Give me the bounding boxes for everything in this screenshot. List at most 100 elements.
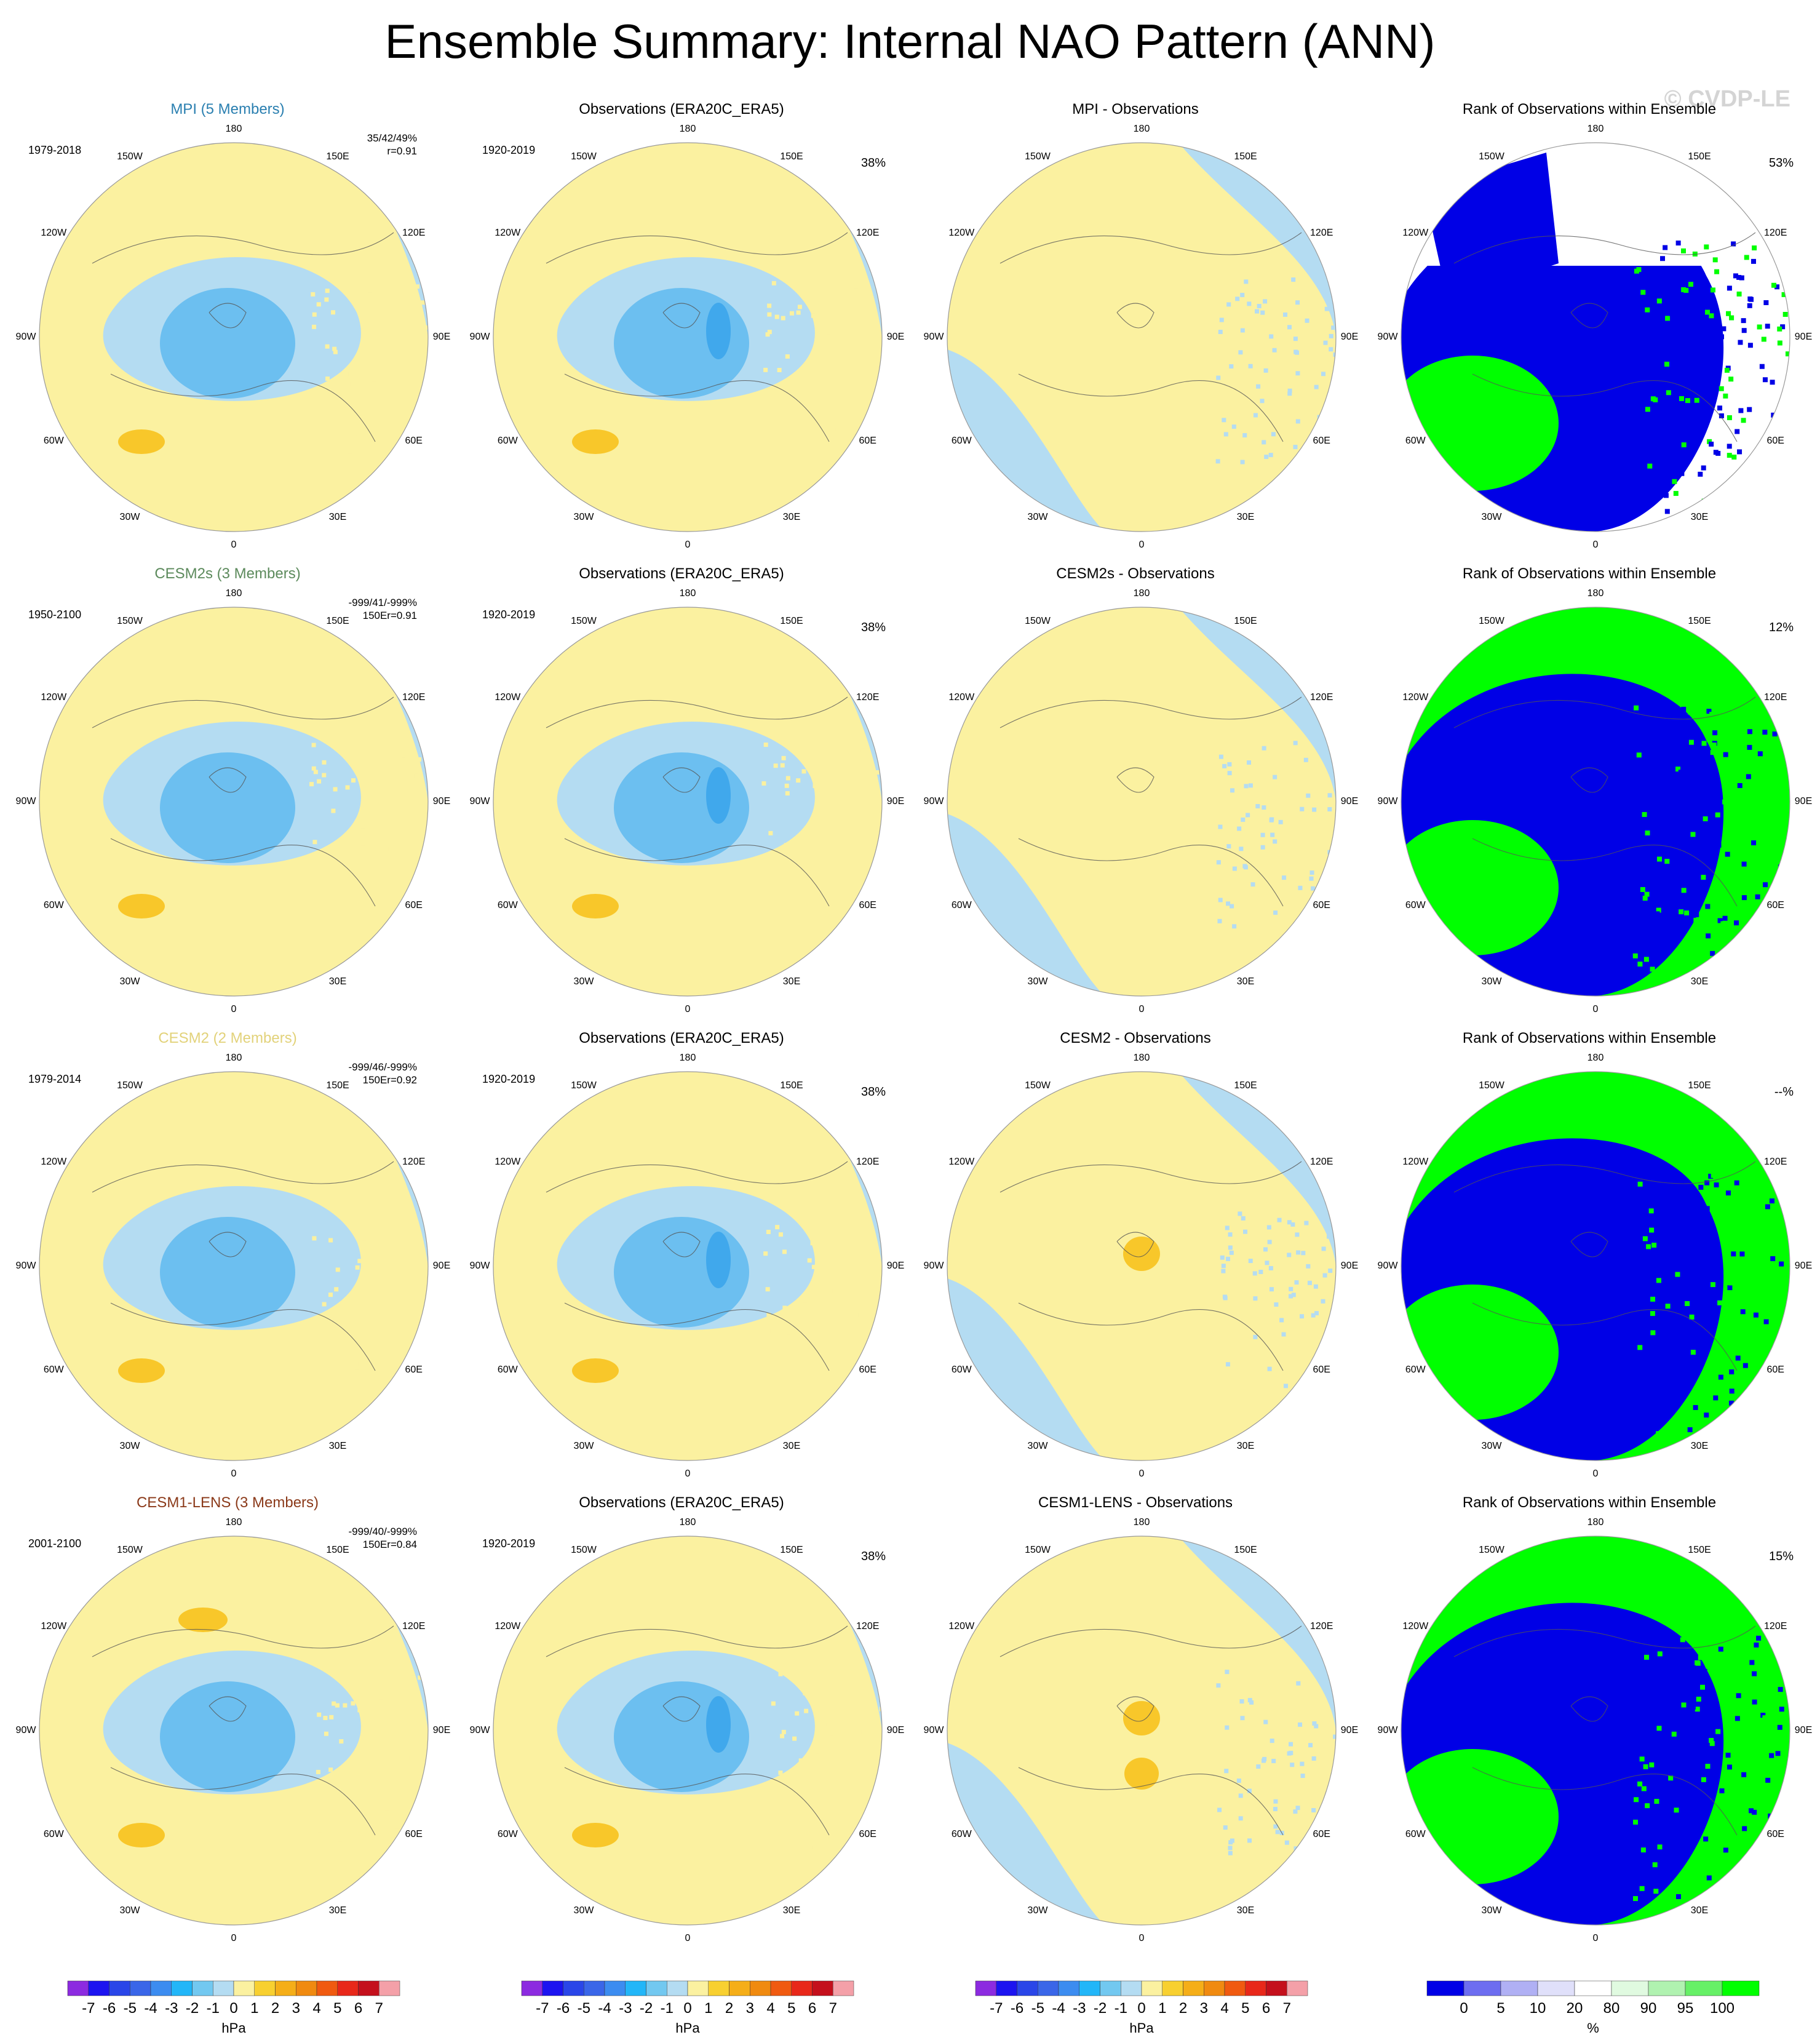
colorbar-swatch (1463, 1980, 1501, 1996)
colorbar-swatch (275, 1980, 296, 1996)
colorbar-swatch (1183, 1980, 1204, 1996)
longitude-label: 150E (1234, 616, 1257, 627)
colorbar-tick-label: 100 (1710, 2000, 1735, 2017)
colorbar-tick-label: 0 (229, 2000, 237, 2017)
longitude-label: 180 (1587, 588, 1604, 599)
longitude-label: 120E (1764, 692, 1787, 703)
colorbar-tick-label: -4 (144, 2000, 157, 2017)
colorbar-swatch (604, 1980, 626, 1996)
colorbar-swatch (975, 1980, 996, 1996)
longitude-label: 180 (1133, 124, 1150, 134)
colorbar-swatch (687, 1980, 709, 1996)
longitude-label: 150W (1025, 616, 1051, 627)
colorbar-swatch (1224, 1980, 1246, 1996)
longitude-label: 120W (495, 228, 521, 238)
longitude-label: 60E (1766, 436, 1784, 446)
polar-map (1401, 1536, 1790, 1926)
longitude-label: 180 (1587, 1053, 1604, 1063)
longitude-label: 30E (328, 1440, 347, 1451)
longitude-label: 180 (225, 1517, 242, 1528)
map-panel-obs: Observations (ERA20C_ERA5) 1920-2019 38% 18… (454, 92, 909, 557)
polar-map (493, 142, 883, 532)
panel-title: MPI (5 Members) (170, 101, 285, 118)
longitude-label: 180 (679, 1053, 696, 1063)
colorbar-tick-label: 80 (1603, 2000, 1620, 2017)
colorbar-tick-label: -7 (536, 2000, 549, 2017)
colorbar-swatch (625, 1980, 646, 1996)
main-title: Ensemble Summary: Internal NAO Pattern (… (384, 14, 1436, 68)
longitude-label: 150E (1234, 1545, 1257, 1556)
colorbar-swatch (563, 1980, 584, 1996)
colorbar-obs: -7 -6 -5 -4 -3 -2 -1 0 1 2 3 4 5 6 7 hPa (515, 1978, 860, 2040)
longitude-label: 120E (856, 692, 880, 703)
longitude-label: 90W (1377, 796, 1398, 807)
longitude-label: 150E (1234, 1080, 1257, 1091)
map-panel-model: CESM2 (2 Members) 1979-2014 -999/46/-999% 1… (0, 1021, 455, 1486)
colorbar-tick-label: 1 (250, 2000, 258, 2017)
colorbar-swatch (584, 1980, 605, 1996)
longitude-label: 0 (685, 1468, 691, 1479)
percent-label: 12% (1768, 621, 1794, 634)
colorbar-swatch (171, 1980, 193, 1996)
colorbar-swatch (192, 1980, 213, 1996)
longitude-label: 90E (432, 796, 451, 807)
panel-title: Observations (ERA20C_ERA5) (579, 101, 784, 118)
longitude-label: 180 (679, 1517, 696, 1528)
longitude-label: 60W (43, 436, 64, 446)
longitude-label: 90W (1377, 332, 1398, 342)
panel-title: CESM2 - Observations (1060, 1030, 1211, 1046)
colorbar-swatch (1500, 1980, 1538, 1996)
longitude-label: 0 (1592, 1004, 1599, 1014)
longitude-label: 60E (1313, 1829, 1330, 1839)
longitude-label: 120W (1402, 228, 1429, 238)
colorbar-swatch (213, 1980, 234, 1996)
longitude-label: 120W (948, 1157, 975, 1167)
map-panel-model: MPI (5 Members) 1979-2018 35/42/49% r=0.91 1… (0, 92, 455, 557)
percent-label: 38% (860, 156, 886, 170)
longitude-label: 30E (328, 511, 347, 522)
longitude-label: 60E (405, 1829, 423, 1839)
longitude-label: 30E (328, 976, 347, 987)
colorbar-tick-label: 0 (683, 2000, 691, 2017)
longitude-label: 0 (1592, 1933, 1599, 1943)
colorbar-tick-label: -5 (578, 2000, 590, 2017)
longitude-label: 30E (1236, 511, 1255, 522)
colorbar-swatch (667, 1980, 688, 1996)
colorbar-tick-label: 4 (766, 2000, 774, 2017)
longitude-label: 150E (1234, 151, 1257, 162)
longitude-label: 30W (119, 976, 140, 987)
map-panel-obs: Observations (ERA20C_ERA5) 1920-2019 38% 18… (454, 1486, 909, 1951)
longitude-label: 30W (1481, 1440, 1502, 1451)
ensemble-stats-line1: -999/46/-999% (348, 1061, 417, 1073)
longitude-label: 120E (856, 228, 880, 238)
ensemble-stats: -999/40/-999% 150Er=0.84 (337, 1525, 417, 1551)
longitude-label: 150W (571, 151, 597, 162)
longitude-label: 30W (119, 1440, 140, 1451)
longitude-label: 90E (432, 1725, 451, 1735)
period-label: 1950-2100 (28, 608, 82, 621)
ensemble-stats-line2: 150Er=0.92 (362, 1074, 417, 1086)
colorbar-swatch (233, 1980, 255, 1996)
colorbar-swatch (1537, 1980, 1575, 1996)
colorbar-tick-label: -4 (1052, 2000, 1065, 2017)
longitude-label: 120E (1764, 228, 1787, 238)
colorbar-swatch (770, 1980, 792, 1996)
longitude-label: 150W (1479, 1080, 1504, 1091)
longitude-label: 150E (326, 616, 349, 627)
polar-map (39, 1071, 429, 1461)
colorbar-tick-label: 1 (1158, 2000, 1166, 2017)
period-label: 1979-2014 (28, 1073, 82, 1085)
percent-label: 38% (860, 1085, 886, 1099)
longitude-label: 60E (405, 436, 423, 446)
map-panel-model: CESM1-LENS (3 Members) 2001-2100 -999/40/-… (0, 1486, 455, 1951)
colorbar-swatch (1141, 1980, 1162, 1996)
colorbar-tick-label: 7 (375, 2000, 383, 2017)
longitude-label: 0 (231, 1468, 237, 1479)
colorbar-tick-label: 5 (1241, 2000, 1249, 2017)
ensemble-stats: 35/42/49% r=0.91 (337, 132, 417, 157)
longitude-label: 0 (685, 1933, 691, 1943)
longitude-label: 90E (1340, 1725, 1359, 1735)
longitude-label: 120E (1764, 1157, 1787, 1167)
map-panel-obs: Observations (ERA20C_ERA5) 1920-2019 38% 18… (454, 557, 909, 1022)
longitude-label: 150W (1025, 1080, 1051, 1091)
